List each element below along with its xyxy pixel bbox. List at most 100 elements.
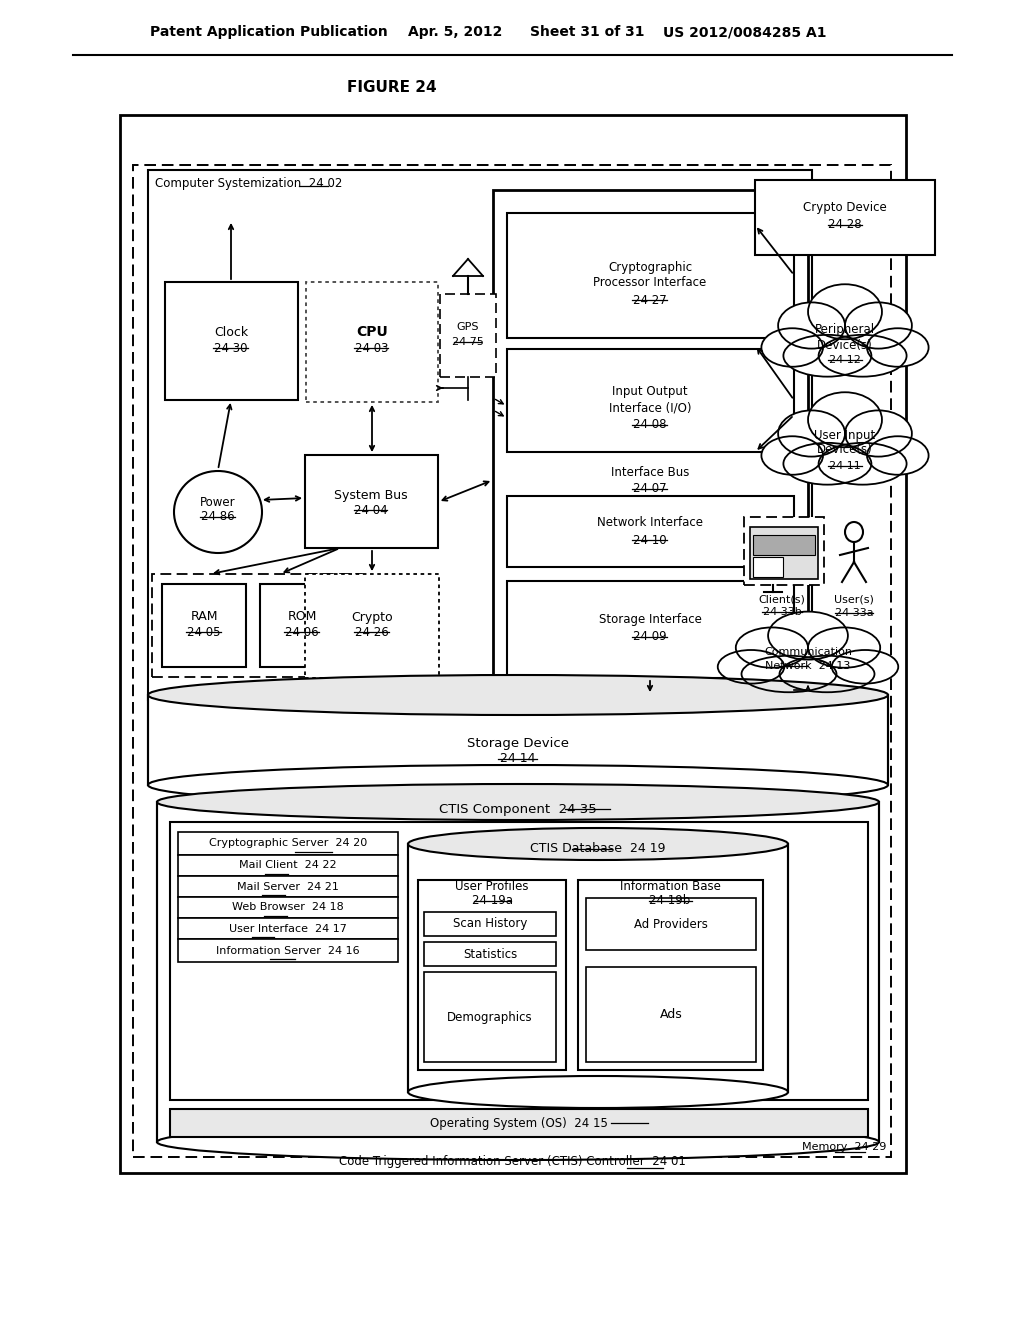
Ellipse shape	[845, 302, 912, 348]
Bar	[120, 115, 906, 1173]
Text: Device(s): Device(s)	[817, 444, 872, 457]
Text: System Bus: System Bus	[334, 488, 408, 502]
Bar	[178, 898, 398, 917]
Text: 24 11: 24 11	[829, 461, 861, 471]
Text: GPS: GPS	[457, 322, 479, 333]
Text: User Input: User Input	[814, 429, 876, 442]
Bar	[305, 455, 438, 548]
Bar	[178, 939, 398, 962]
Text: User(s): User(s)	[835, 595, 873, 605]
Bar	[586, 898, 756, 950]
Ellipse shape	[762, 329, 823, 367]
Bar	[418, 880, 566, 1071]
Text: 24 04: 24 04	[354, 503, 388, 516]
Text: Processor Interface: Processor Interface	[593, 276, 707, 289]
Bar	[424, 942, 556, 966]
Bar	[586, 968, 756, 1063]
Bar	[440, 294, 496, 378]
Text: Demographics: Demographics	[447, 1011, 532, 1023]
Text: 24 14: 24 14	[501, 752, 536, 766]
Ellipse shape	[808, 392, 882, 447]
Bar	[148, 170, 812, 700]
Text: User Profiles: User Profiles	[456, 880, 528, 894]
Ellipse shape	[741, 656, 837, 692]
Bar	[424, 912, 556, 936]
Text: Device(s): Device(s)	[817, 338, 872, 351]
Ellipse shape	[845, 411, 912, 457]
Bar	[170, 1109, 868, 1137]
Ellipse shape	[768, 611, 848, 660]
Text: 24 28: 24 28	[828, 219, 862, 231]
Bar	[157, 803, 879, 1142]
Bar	[178, 855, 398, 876]
Text: Crypto: Crypto	[351, 610, 393, 623]
Bar	[305, 574, 439, 678]
Bar	[260, 583, 344, 667]
Text: CPU: CPU	[356, 325, 388, 339]
Text: Computer Systemization  24 02: Computer Systemization 24 02	[155, 177, 342, 190]
Ellipse shape	[408, 828, 788, 861]
Ellipse shape	[783, 335, 871, 376]
Ellipse shape	[867, 436, 929, 475]
Text: User Interface  24 17: User Interface 24 17	[229, 924, 347, 933]
Text: Ad Providers: Ad Providers	[634, 917, 708, 931]
Bar	[178, 876, 398, 898]
Text: 24 75: 24 75	[452, 337, 484, 347]
Text: 24 27: 24 27	[633, 293, 667, 306]
Text: 24 33a: 24 33a	[835, 609, 873, 618]
Text: Mail Client  24 22: Mail Client 24 22	[240, 861, 337, 870]
Text: Interface Bus: Interface Bus	[610, 466, 689, 479]
Text: Network Interface: Network Interface	[597, 516, 703, 529]
Ellipse shape	[148, 766, 888, 805]
Bar	[408, 843, 788, 1092]
Ellipse shape	[808, 627, 881, 668]
Text: Memory  24 29: Memory 24 29	[802, 1142, 887, 1152]
Text: CTIS Component  24 35: CTIS Component 24 35	[439, 803, 597, 816]
Text: Power: Power	[200, 495, 236, 508]
Text: Web Browser  24 18: Web Browser 24 18	[232, 903, 344, 912]
Text: Client(s): Client(s)	[759, 594, 806, 605]
Bar	[507, 496, 794, 568]
Text: Mail Server  24 21: Mail Server 24 21	[238, 882, 339, 891]
Text: 24 05: 24 05	[187, 626, 221, 639]
Text: Storage Device: Storage Device	[467, 737, 569, 750]
Ellipse shape	[157, 784, 879, 820]
Bar	[165, 282, 298, 400]
Ellipse shape	[831, 649, 898, 684]
Ellipse shape	[808, 284, 882, 339]
Ellipse shape	[778, 411, 845, 457]
Ellipse shape	[762, 436, 823, 475]
Text: 24 19a: 24 19a	[471, 895, 512, 908]
Text: Patent Application Publication: Patent Application Publication	[150, 25, 388, 40]
Text: RAM: RAM	[190, 610, 218, 623]
Text: Communication: Communication	[764, 647, 852, 657]
Text: 24 12: 24 12	[829, 355, 861, 366]
Bar	[306, 282, 438, 403]
Text: Operating System (OS)  24 15: Operating System (OS) 24 15	[430, 1117, 608, 1130]
Bar	[178, 917, 398, 939]
Bar	[755, 180, 935, 255]
Ellipse shape	[174, 471, 262, 553]
Text: ROM: ROM	[288, 610, 316, 623]
Ellipse shape	[718, 649, 784, 684]
Ellipse shape	[783, 442, 871, 484]
Text: Interface (I/O): Interface (I/O)	[608, 401, 691, 414]
Text: Information Base: Information Base	[620, 880, 721, 894]
Text: 24 06: 24 06	[286, 626, 318, 639]
Text: 24 30: 24 30	[214, 342, 248, 355]
Bar	[493, 190, 808, 690]
Bar	[507, 348, 794, 451]
Bar	[750, 527, 818, 579]
Bar	[578, 880, 763, 1071]
Ellipse shape	[779, 656, 874, 692]
Text: Network  24 13: Network 24 13	[765, 661, 851, 671]
Text: 24 10: 24 10	[633, 533, 667, 546]
Bar	[507, 213, 794, 338]
Ellipse shape	[778, 302, 845, 348]
Text: Clock: Clock	[214, 326, 248, 338]
Ellipse shape	[845, 521, 863, 543]
Text: Sheet 31 of 31: Sheet 31 of 31	[530, 25, 644, 40]
Text: 24 33b: 24 33b	[763, 607, 802, 616]
Text: Peripheral: Peripheral	[815, 323, 876, 337]
Ellipse shape	[867, 329, 929, 367]
